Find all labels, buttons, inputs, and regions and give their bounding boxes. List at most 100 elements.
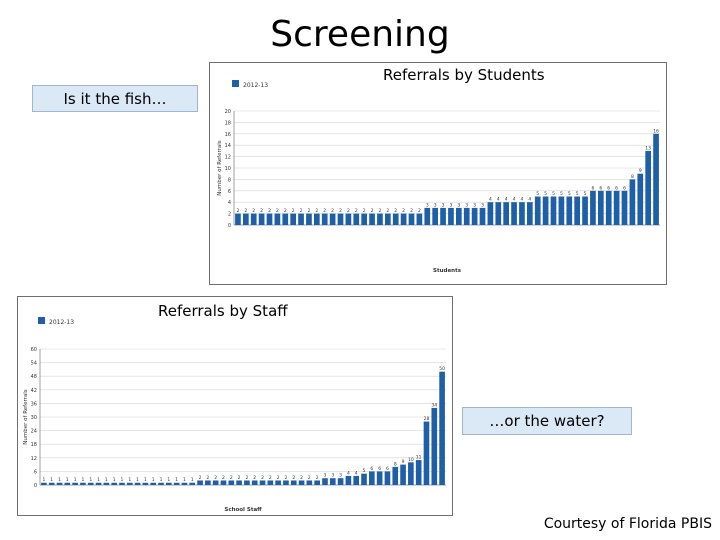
bar bbox=[258, 213, 265, 225]
bar bbox=[495, 202, 502, 225]
bar-data-label: 2 bbox=[355, 208, 358, 214]
students-chart-label: Referrals by Students bbox=[377, 66, 551, 84]
y-tick-label: 42 bbox=[31, 388, 37, 394]
students-chart-frame: 2012-13 0 2 4 6 8 10 12 14 16 18 20 2 2 2 2 2 2 2 2 2 2 2 2 2 2 2 2… bbox=[209, 62, 667, 285]
bar bbox=[314, 480, 320, 485]
bar-data-label: 1 bbox=[74, 477, 77, 483]
bar-data-label: 8 bbox=[394, 461, 397, 467]
bar bbox=[605, 190, 612, 225]
bar-data-label: 4 bbox=[513, 197, 516, 203]
y-tick-label: 48 bbox=[31, 374, 37, 380]
bar-data-label: 4 bbox=[528, 197, 531, 203]
bar bbox=[306, 480, 313, 485]
bar bbox=[313, 213, 320, 225]
y-tick-label: 60 bbox=[31, 347, 37, 353]
y-tick-label: 54 bbox=[31, 361, 37, 367]
bar bbox=[463, 207, 470, 225]
bar-data-label: 2 bbox=[269, 475, 272, 481]
y-tick-label: 2 bbox=[228, 212, 231, 218]
x-axis-label: School Staff bbox=[224, 507, 262, 513]
bar-data-label: 5 bbox=[363, 468, 366, 474]
bar-data-label: 1 bbox=[50, 477, 53, 483]
bar bbox=[259, 480, 266, 485]
bar-data-label: 2 bbox=[206, 475, 209, 481]
bar bbox=[440, 207, 446, 225]
bar-data-label: 4 bbox=[505, 197, 508, 203]
bar bbox=[400, 213, 407, 225]
bar-data-label: 34 bbox=[431, 402, 437, 408]
bar bbox=[275, 480, 281, 485]
bar-data-label: 5 bbox=[560, 191, 563, 197]
bar bbox=[103, 482, 110, 485]
bar-data-label: 2 bbox=[252, 208, 255, 214]
bar-data-label: 2 bbox=[331, 208, 334, 214]
bar bbox=[290, 213, 297, 225]
y-tick-label: 12 bbox=[225, 155, 231, 161]
bar bbox=[329, 213, 336, 225]
bar bbox=[251, 480, 258, 485]
bar bbox=[361, 213, 368, 225]
bar-data-label: 3 bbox=[481, 202, 484, 208]
bar bbox=[574, 196, 581, 225]
bar bbox=[392, 213, 399, 225]
bar bbox=[432, 207, 439, 225]
y-tick-label: 24 bbox=[31, 429, 37, 435]
bar bbox=[283, 480, 289, 485]
bar bbox=[408, 213, 415, 225]
bar bbox=[56, 482, 63, 485]
bar-data-label: 1 bbox=[128, 477, 131, 483]
bar-data-label: 2 bbox=[300, 475, 303, 481]
bar-data-label: 50 bbox=[439, 366, 445, 372]
bar-data-label: 6 bbox=[615, 185, 618, 191]
bar-data-label: 2 bbox=[292, 208, 295, 214]
bar-data-label: 3 bbox=[339, 473, 342, 479]
bar-data-label: 3 bbox=[324, 473, 327, 479]
bar bbox=[235, 213, 241, 225]
bar-data-label: 2 bbox=[214, 475, 217, 481]
bar bbox=[353, 213, 360, 225]
bar bbox=[337, 478, 344, 485]
bar bbox=[392, 466, 399, 485]
bar-data-label: 1 bbox=[183, 477, 186, 483]
y-tick-label: 6 bbox=[228, 189, 231, 195]
bar-data-label: 1 bbox=[113, 477, 116, 483]
bar-data-label: 2 bbox=[308, 208, 311, 214]
bar-data-label: 5 bbox=[544, 191, 547, 197]
bar-data-label: 6 bbox=[378, 466, 381, 472]
bar bbox=[267, 480, 274, 485]
bar-data-label: 2 bbox=[277, 475, 280, 481]
bar-data-label: 1 bbox=[97, 477, 100, 483]
bar-data-label: 2 bbox=[244, 208, 247, 214]
bar bbox=[64, 482, 71, 485]
bar-data-label: 6 bbox=[607, 185, 610, 191]
bar-data-label: 2 bbox=[238, 475, 241, 481]
bar-data-label: 2 bbox=[261, 475, 264, 481]
y-tick-label: 0 bbox=[228, 223, 231, 229]
bar-data-label: 6 bbox=[386, 466, 389, 472]
bar-data-label: 2 bbox=[268, 208, 271, 214]
bar-data-label: 1 bbox=[121, 477, 124, 483]
bar bbox=[653, 133, 659, 225]
bar bbox=[250, 213, 257, 225]
bar bbox=[384, 213, 391, 225]
legend-label: 2012-13 bbox=[243, 82, 268, 89]
bar bbox=[353, 475, 360, 485]
bar bbox=[189, 482, 196, 485]
bar bbox=[48, 482, 55, 485]
bar-data-label: 2 bbox=[245, 475, 248, 481]
bar-data-label: 2 bbox=[253, 475, 256, 481]
legend-swatch bbox=[38, 317, 45, 324]
bar-data-label: 6 bbox=[592, 185, 595, 191]
bar bbox=[416, 213, 423, 225]
bar-data-label: 2 bbox=[418, 208, 421, 214]
bar-data-label: 2 bbox=[300, 208, 303, 214]
bar bbox=[415, 460, 422, 485]
bar bbox=[244, 480, 250, 485]
y-tick-label: 14 bbox=[225, 143, 231, 149]
y-tick-label: 8 bbox=[228, 177, 231, 183]
bar bbox=[637, 173, 644, 225]
bar bbox=[220, 480, 227, 485]
y-tick-label: 10 bbox=[225, 166, 231, 172]
bar bbox=[448, 207, 454, 225]
bar bbox=[629, 179, 636, 225]
